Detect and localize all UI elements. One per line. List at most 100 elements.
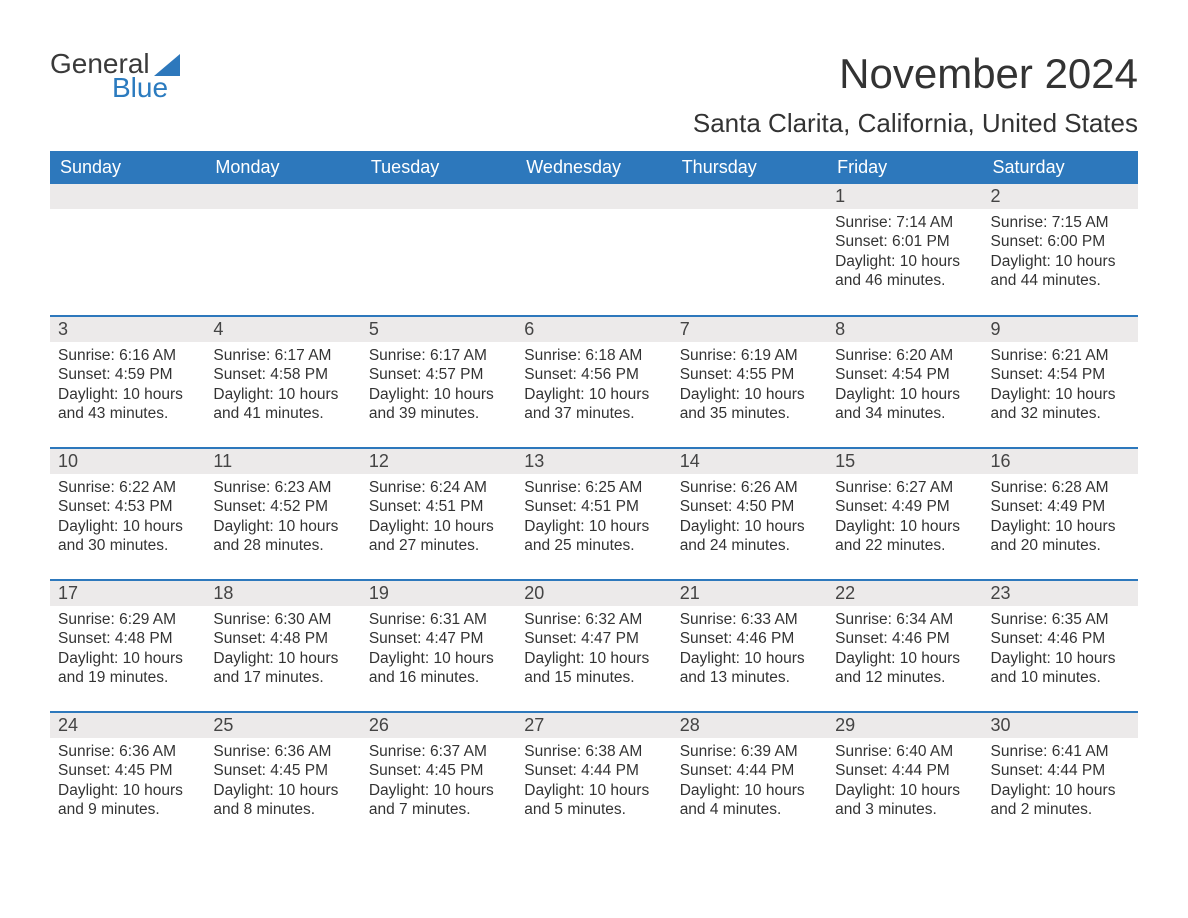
day-details: Sunrise: 6:19 AMSunset: 4:55 PMDaylight:… (672, 342, 827, 432)
daylight-text-line1: Daylight: 10 hours (991, 649, 1130, 668)
day-number: 25 (205, 713, 360, 738)
day-number: 10 (50, 449, 205, 474)
day-number: 15 (827, 449, 982, 474)
day-details: Sunrise: 6:16 AMSunset: 4:59 PMDaylight:… (50, 342, 205, 432)
sunrise-text: Sunrise: 6:36 AM (213, 742, 352, 761)
calendar-day-cell: 26Sunrise: 6:37 AMSunset: 4:45 PMDayligh… (361, 712, 516, 844)
sunset-text: Sunset: 4:45 PM (58, 761, 197, 780)
sunrise-text: Sunrise: 6:26 AM (680, 478, 819, 497)
daylight-text-line2: and 43 minutes. (58, 404, 197, 423)
sunrise-text: Sunrise: 6:24 AM (369, 478, 508, 497)
calendar-day-cell: 10Sunrise: 6:22 AMSunset: 4:53 PMDayligh… (50, 448, 205, 580)
brand-logo: General Blue (50, 50, 180, 102)
daylight-text-line1: Daylight: 10 hours (680, 385, 819, 404)
daylight-text-line2: and 12 minutes. (835, 668, 974, 687)
calendar-day-cell: 25Sunrise: 6:36 AMSunset: 4:45 PMDayligh… (205, 712, 360, 844)
sunset-text: Sunset: 4:45 PM (369, 761, 508, 780)
sunset-text: Sunset: 4:52 PM (213, 497, 352, 516)
weekday-header: Saturday (983, 151, 1138, 184)
calendar-day-cell: 15Sunrise: 6:27 AMSunset: 4:49 PMDayligh… (827, 448, 982, 580)
daylight-text-line2: and 30 minutes. (58, 536, 197, 555)
daylight-text-line2: and 39 minutes. (369, 404, 508, 423)
calendar-day-cell: 16Sunrise: 6:28 AMSunset: 4:49 PMDayligh… (983, 448, 1138, 580)
calendar-day-cell: 29Sunrise: 6:40 AMSunset: 4:44 PMDayligh… (827, 712, 982, 844)
day-details: Sunrise: 6:32 AMSunset: 4:47 PMDaylight:… (516, 606, 671, 696)
day-number: 24 (50, 713, 205, 738)
calendar-day-cell: 24Sunrise: 6:36 AMSunset: 4:45 PMDayligh… (50, 712, 205, 844)
daylight-text-line2: and 28 minutes. (213, 536, 352, 555)
sunset-text: Sunset: 4:47 PM (369, 629, 508, 648)
daylight-text-line2: and 35 minutes. (680, 404, 819, 423)
sunset-text: Sunset: 4:51 PM (369, 497, 508, 516)
calendar-day-cell: 5Sunrise: 6:17 AMSunset: 4:57 PMDaylight… (361, 316, 516, 448)
calendar-day-cell: 22Sunrise: 6:34 AMSunset: 4:46 PMDayligh… (827, 580, 982, 712)
day-details: Sunrise: 6:25 AMSunset: 4:51 PMDaylight:… (516, 474, 671, 564)
day-number (672, 184, 827, 209)
calendar-day-cell: 13Sunrise: 6:25 AMSunset: 4:51 PMDayligh… (516, 448, 671, 580)
daylight-text-line2: and 19 minutes. (58, 668, 197, 687)
sunrise-text: Sunrise: 6:29 AM (58, 610, 197, 629)
sunset-text: Sunset: 6:01 PM (835, 232, 974, 251)
calendar-day-cell (361, 184, 516, 316)
day-details: Sunrise: 6:36 AMSunset: 4:45 PMDaylight:… (205, 738, 360, 828)
daylight-text-line1: Daylight: 10 hours (991, 517, 1130, 536)
sunrise-text: Sunrise: 6:19 AM (680, 346, 819, 365)
daylight-text-line2: and 2 minutes. (991, 800, 1130, 819)
daylight-text-line2: and 22 minutes. (835, 536, 974, 555)
sunset-text: Sunset: 4:58 PM (213, 365, 352, 384)
sunset-text: Sunset: 4:46 PM (991, 629, 1130, 648)
daylight-text-line1: Daylight: 10 hours (835, 781, 974, 800)
day-number: 12 (361, 449, 516, 474)
calendar-day-cell: 28Sunrise: 6:39 AMSunset: 4:44 PMDayligh… (672, 712, 827, 844)
sunrise-text: Sunrise: 6:31 AM (369, 610, 508, 629)
daylight-text-line2: and 16 minutes. (369, 668, 508, 687)
calendar-day-cell: 7Sunrise: 6:19 AMSunset: 4:55 PMDaylight… (672, 316, 827, 448)
day-details: Sunrise: 6:31 AMSunset: 4:47 PMDaylight:… (361, 606, 516, 696)
calendar-day-cell: 2Sunrise: 7:15 AMSunset: 6:00 PMDaylight… (983, 184, 1138, 316)
weekday-header: Thursday (672, 151, 827, 184)
day-number: 16 (983, 449, 1138, 474)
daylight-text-line2: and 20 minutes. (991, 536, 1130, 555)
day-number: 18 (205, 581, 360, 606)
day-details: Sunrise: 6:30 AMSunset: 4:48 PMDaylight:… (205, 606, 360, 696)
day-details: Sunrise: 6:27 AMSunset: 4:49 PMDaylight:… (827, 474, 982, 564)
sunrise-text: Sunrise: 6:30 AM (213, 610, 352, 629)
day-number: 26 (361, 713, 516, 738)
sunrise-text: Sunrise: 6:17 AM (369, 346, 508, 365)
daylight-text-line1: Daylight: 10 hours (58, 781, 197, 800)
sunrise-text: Sunrise: 6:35 AM (991, 610, 1130, 629)
daylight-text-line1: Daylight: 10 hours (58, 649, 197, 668)
daylight-text-line2: and 3 minutes. (835, 800, 974, 819)
daylight-text-line1: Daylight: 10 hours (835, 649, 974, 668)
daylight-text-line1: Daylight: 10 hours (835, 517, 974, 536)
daylight-text-line2: and 41 minutes. (213, 404, 352, 423)
calendar-day-cell: 21Sunrise: 6:33 AMSunset: 4:46 PMDayligh… (672, 580, 827, 712)
calendar-table: Sunday Monday Tuesday Wednesday Thursday… (50, 151, 1138, 844)
day-details: Sunrise: 6:40 AMSunset: 4:44 PMDaylight:… (827, 738, 982, 828)
daylight-text-line1: Daylight: 10 hours (835, 385, 974, 404)
sunrise-text: Sunrise: 6:18 AM (524, 346, 663, 365)
day-number: 2 (983, 184, 1138, 209)
daylight-text-line2: and 24 minutes. (680, 536, 819, 555)
sunrise-text: Sunrise: 6:20 AM (835, 346, 974, 365)
daylight-text-line2: and 25 minutes. (524, 536, 663, 555)
sunset-text: Sunset: 6:00 PM (991, 232, 1130, 251)
calendar-day-cell: 4Sunrise: 6:17 AMSunset: 4:58 PMDaylight… (205, 316, 360, 448)
day-details: Sunrise: 6:38 AMSunset: 4:44 PMDaylight:… (516, 738, 671, 828)
sunrise-text: Sunrise: 6:32 AM (524, 610, 663, 629)
daylight-text-line2: and 32 minutes. (991, 404, 1130, 423)
calendar-day-cell: 20Sunrise: 6:32 AMSunset: 4:47 PMDayligh… (516, 580, 671, 712)
weekday-header: Friday (827, 151, 982, 184)
day-number: 1 (827, 184, 982, 209)
sunset-text: Sunset: 4:50 PM (680, 497, 819, 516)
calendar-day-cell: 18Sunrise: 6:30 AMSunset: 4:48 PMDayligh… (205, 580, 360, 712)
weekday-header: Wednesday (516, 151, 671, 184)
sunrise-text: Sunrise: 6:40 AM (835, 742, 974, 761)
calendar-day-cell: 9Sunrise: 6:21 AMSunset: 4:54 PMDaylight… (983, 316, 1138, 448)
sunset-text: Sunset: 4:54 PM (991, 365, 1130, 384)
calendar-day-cell: 6Sunrise: 6:18 AMSunset: 4:56 PMDaylight… (516, 316, 671, 448)
daylight-text-line1: Daylight: 10 hours (680, 517, 819, 536)
daylight-text-line2: and 8 minutes. (213, 800, 352, 819)
day-details: Sunrise: 6:26 AMSunset: 4:50 PMDaylight:… (672, 474, 827, 564)
sunrise-text: Sunrise: 6:37 AM (369, 742, 508, 761)
